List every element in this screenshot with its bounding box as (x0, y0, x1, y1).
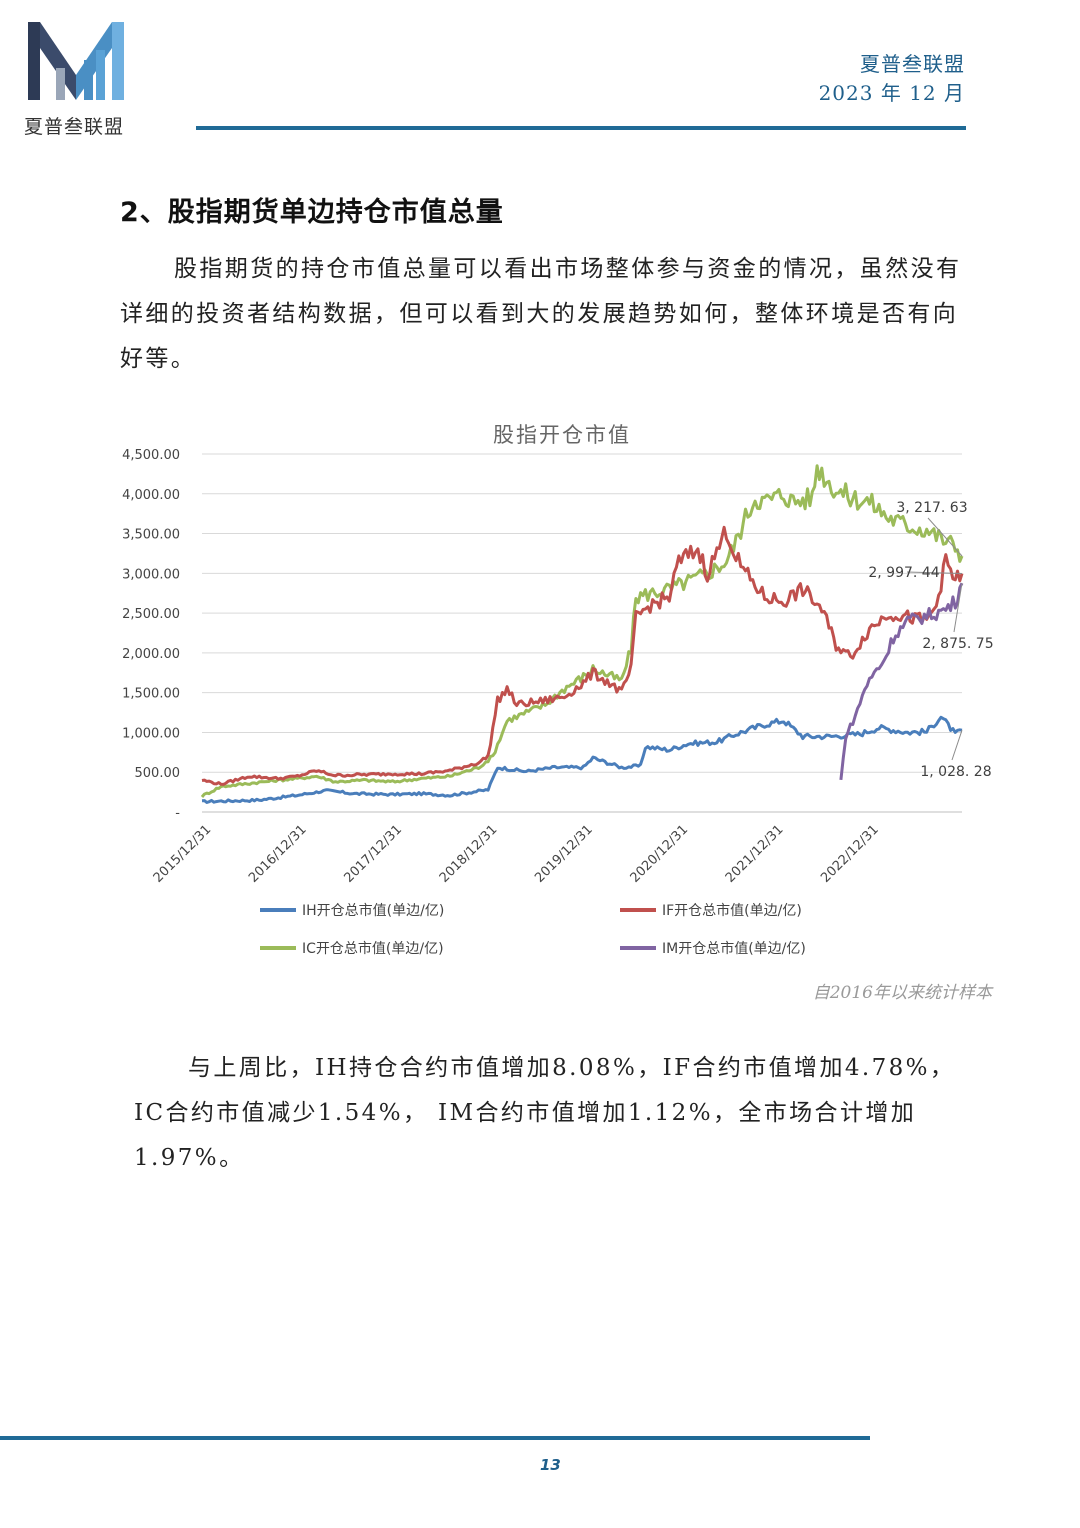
y-tick-label: 3,000.00 (122, 567, 180, 582)
chart-title: 股指开仓市值 (493, 423, 631, 447)
series-line-IM (839, 582, 964, 781)
y-tick-label: - (175, 806, 180, 821)
y-tick-label: 3,500.00 (122, 528, 180, 543)
intro-paragraph: 股指期货的持仓市值总量可以看出市场整体参与资金的情况，虽然没有详细的投资者结构数… (120, 256, 962, 372)
header-divider (196, 126, 966, 130)
end-label-IF: 2, 997. 44 (868, 565, 939, 581)
company-logo (28, 22, 124, 100)
page-number: 13 (540, 1456, 561, 1474)
leader-line-IC (927, 517, 963, 557)
y-tick-label: 1,000.00 (122, 726, 180, 741)
end-label-IH: 1, 028. 28 (920, 764, 991, 780)
y-tick-label: 1,500.00 (122, 687, 180, 702)
series-line-IH (201, 715, 963, 804)
open-interest-chart: 股指开仓市值 - 500.00 1,000.00 1,500.00 2,000.00 2,5… (122, 423, 994, 957)
legend-label-IM: IM开仓总市值(单边/亿) (662, 940, 806, 957)
y-tick-label: 4,500.00 (122, 448, 180, 463)
x-tick-label: 2021/12/31 (723, 822, 787, 886)
end-label-IC: 3, 217. 63 (896, 500, 967, 516)
x-tick-label: 2020/12/31 (628, 822, 692, 886)
legend-label-IF: IF开仓总市值(单边/亿) (662, 902, 802, 919)
leader-line-IH (951, 730, 963, 761)
x-tick-label: 2022/12/31 (818, 822, 882, 886)
summary-paragraph: 与上周比，IH持仓合约市值增加8.08%，IF合约市值增加4.78%，IC合约市… (134, 1055, 956, 1171)
header-right: 夏普叁联盟 2023 年 12 月 (819, 50, 965, 108)
series-line-IC (200, 464, 964, 798)
series-line-IF (201, 525, 964, 786)
legend-label-IH: IH开仓总市值(单边/亿) (302, 902, 444, 919)
y-tick-label: 2,500.00 (122, 607, 180, 622)
y-tick-label: 2,000.00 (122, 647, 180, 662)
org-name: 夏普叁联盟 (860, 52, 965, 76)
y-tick-label: 500.00 (135, 766, 181, 781)
legend-label-IC: IC开仓总市值(单边/亿) (302, 940, 444, 957)
end-label-IM: 2, 875. 75 (922, 636, 993, 652)
x-tick-label: 2019/12/31 (532, 822, 596, 886)
footer-divider (0, 1436, 870, 1440)
leader-line-IM (953, 583, 963, 633)
x-tick-label: 2016/12/31 (246, 822, 310, 886)
source-note: 自2016年以来统计样本 (812, 983, 992, 1003)
report-date: 2023 年 12 月 (818, 81, 965, 105)
x-tick-label: 2015/12/31 (151, 822, 215, 886)
section-title: 2、股指期货单边持仓市值总量 (120, 197, 504, 228)
y-tick-label: 4,000.00 (122, 488, 180, 503)
x-tick-label: 2018/12/31 (437, 822, 501, 886)
x-tick-label: 2017/12/31 (341, 822, 405, 886)
logo-text: 夏普叁联盟 (24, 116, 125, 138)
leader-line-IF (906, 571, 963, 575)
